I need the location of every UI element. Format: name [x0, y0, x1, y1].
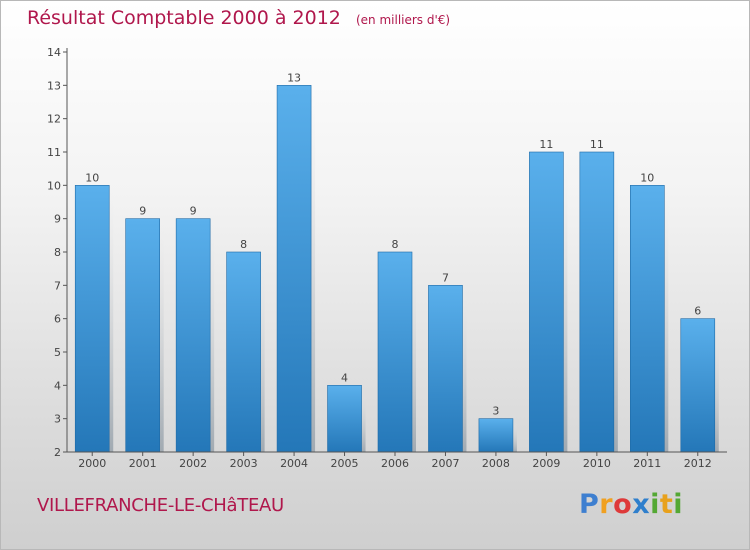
x-tick-label: 2006	[381, 457, 409, 470]
x-tick-label: 2007	[431, 457, 459, 470]
x-tick-label: 2008	[482, 457, 510, 470]
proxiti-logo[interactable]: Proxiti	[579, 489, 684, 520]
y-tick-label: 9	[54, 213, 61, 226]
x-tick-label: 2001	[129, 457, 157, 470]
x-tick-label: 2003	[230, 457, 258, 470]
bar-2007	[428, 285, 463, 453]
y-tick-label: 6	[54, 313, 61, 326]
x-tick-label: 2012	[684, 457, 712, 470]
bar-2012	[680, 318, 716, 453]
chart-subtitle: (en milliers d'€)	[355, 13, 451, 27]
title-row: Résultat Comptable 2000 à 2012 (en milli…	[27, 7, 450, 29]
data-label-2003: 8	[240, 238, 247, 251]
bar-2004	[276, 85, 312, 453]
data-label-2001: 9	[139, 205, 146, 218]
labels-layer: 2 3 4 5 6 7 8 9 10 11 12 13 14 2000 10 2001 9 2002 9 2003 8 2…	[47, 46, 712, 470]
town-name: VILLEFRANCHE-LE-CHâTEAU	[37, 495, 284, 516]
y-tick-label: 13	[47, 79, 61, 92]
data-label-2009: 11	[539, 138, 553, 151]
bar-2001	[125, 218, 160, 453]
y-tick-label: 2	[54, 446, 61, 459]
bar-2006	[377, 251, 413, 453]
x-tick-label: 2011	[633, 457, 661, 470]
bar-2005	[327, 385, 362, 453]
chart-title: Résultat Comptable 2000 à 2012	[27, 7, 341, 29]
data-label-2011: 10	[640, 171, 654, 184]
x-tick-label: 2005	[331, 457, 359, 470]
y-tick-label: 12	[47, 113, 61, 126]
x-tick-label: 2010	[583, 457, 611, 470]
data-label-2007: 7	[442, 271, 449, 284]
y-tick-label: 7	[54, 279, 61, 292]
data-label-2008: 3	[492, 405, 499, 418]
y-tick-label: 5	[54, 346, 61, 359]
y-tick-label: 3	[54, 413, 61, 426]
y-tick-label: 14	[47, 46, 61, 59]
axes-layer	[63, 48, 727, 456]
x-tick-label: 2004	[280, 457, 308, 470]
bar-2003	[226, 251, 261, 453]
data-label-2012: 6	[694, 305, 701, 318]
x-tick-label: 2000	[78, 457, 106, 470]
y-tick-label: 10	[47, 179, 61, 192]
data-label-2002: 9	[190, 205, 197, 218]
data-label-2005: 4	[341, 371, 348, 384]
data-label-2006: 8	[392, 238, 399, 251]
bar-2010	[579, 151, 615, 453]
bar-2002	[175, 218, 211, 453]
bar-2011	[630, 185, 665, 453]
y-tick-label: 4	[54, 379, 61, 392]
bar-2009	[529, 151, 564, 453]
bar-2008	[478, 418, 514, 453]
bars-layer	[74, 85, 716, 453]
bar-2000	[74, 185, 110, 453]
x-tick-label: 2002	[179, 457, 207, 470]
data-label-2004: 13	[287, 71, 301, 84]
x-tick-label: 2009	[532, 457, 560, 470]
data-label-2000: 10	[85, 171, 99, 184]
data-label-2010: 11	[590, 138, 604, 151]
y-tick-label: 8	[54, 246, 61, 259]
y-tick-label: 11	[47, 146, 61, 159]
